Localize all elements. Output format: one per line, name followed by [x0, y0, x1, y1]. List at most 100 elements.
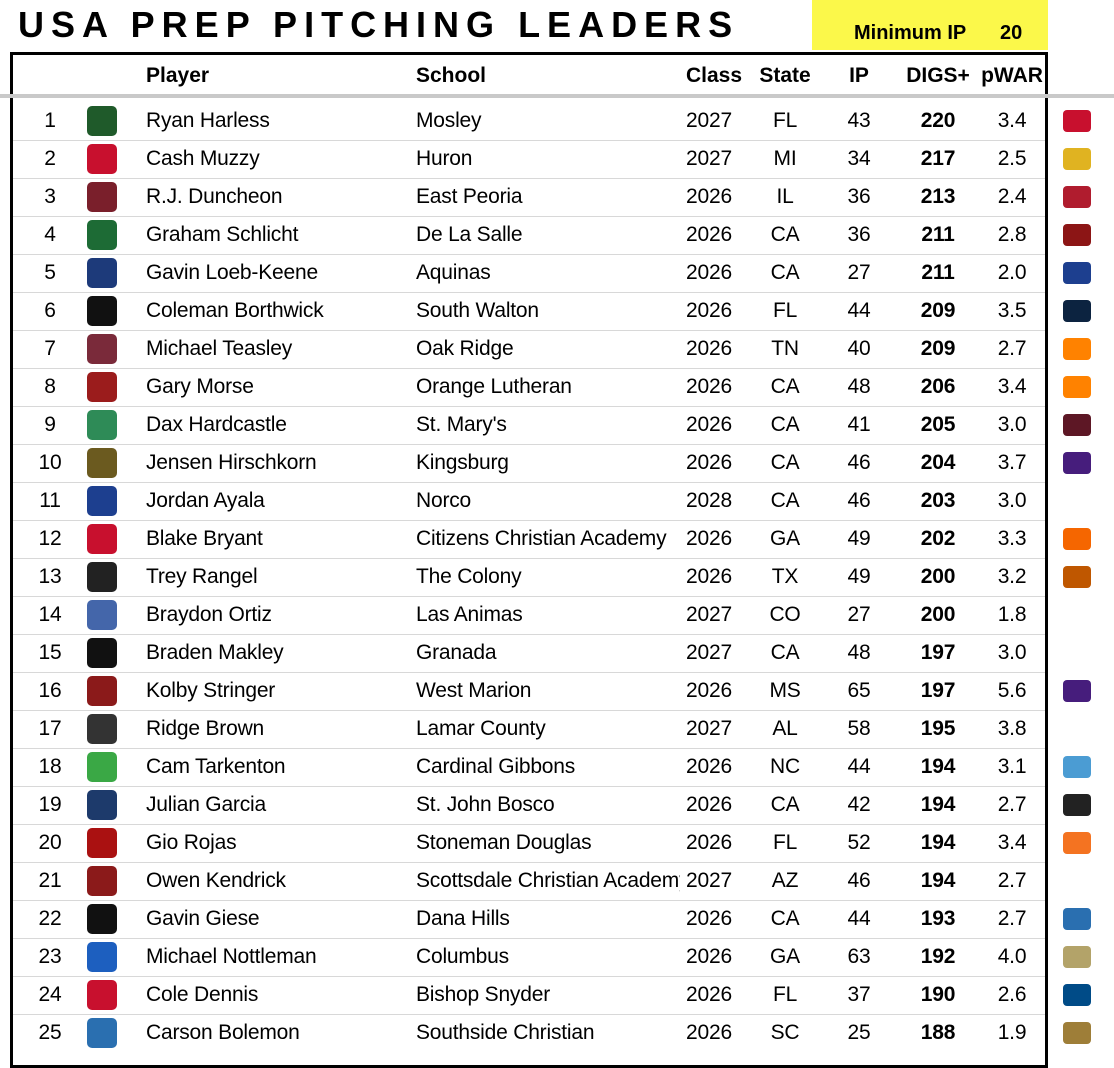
school-cell: Kingsburg — [416, 451, 509, 474]
school-cell: Granada — [416, 641, 497, 664]
pwar-cell: 3.7 — [997, 451, 1027, 474]
class-cell: 2026 — [686, 337, 732, 360]
college-logo — [1063, 984, 1091, 1006]
school-logo — [87, 790, 117, 820]
school-logo — [87, 106, 117, 136]
college-logo — [1063, 186, 1091, 208]
digs-plus-cell: 206 — [920, 375, 956, 398]
title: USA PREP PITCHING LEADERS — [18, 4, 740, 45]
row-divider — [13, 1014, 1045, 1015]
school-cell: Cardinal Gibbons — [416, 755, 576, 778]
row-divider — [13, 824, 1045, 825]
rank-cell: 5 — [44, 261, 56, 284]
school-cell: Lamar County — [416, 717, 546, 740]
school-logo — [87, 1018, 117, 1048]
rank-cell: 21 — [38, 869, 62, 892]
state-cell: CA — [770, 451, 800, 474]
rank-cell: 9 — [44, 413, 56, 436]
rank-cell: 23 — [38, 945, 62, 968]
state-cell: CA — [770, 641, 800, 664]
pwar-cell: 3.1 — [997, 755, 1027, 778]
college-logo — [1063, 794, 1091, 816]
class-cell: 2026 — [686, 527, 732, 550]
pwar-cell: 2.7 — [997, 907, 1027, 930]
class-cell: 2027 — [686, 109, 732, 132]
state-cell: FL — [772, 299, 798, 322]
rank-cell: 4 — [44, 223, 56, 246]
row-divider — [13, 938, 1045, 939]
digs-plus-cell: 213 — [920, 185, 956, 208]
ip-cell: 36 — [847, 223, 871, 246]
college-logo — [1063, 908, 1091, 930]
rank-cell: 8 — [44, 375, 56, 398]
school-logo — [87, 752, 117, 782]
school-logo — [87, 676, 117, 706]
class-cell: 2026 — [686, 983, 732, 1006]
state-cell: TN — [771, 337, 799, 360]
school-logo — [87, 448, 117, 478]
ip-cell: 44 — [847, 907, 871, 930]
school-logo — [87, 828, 117, 858]
pwar-cell: 3.4 — [997, 375, 1027, 398]
ip-cell: 40 — [847, 337, 871, 360]
school-logo — [87, 942, 117, 972]
pwar-cell: 5.6 — [997, 679, 1027, 702]
college-logo — [1063, 110, 1091, 132]
row-divider — [13, 520, 1045, 521]
class-cell: 2026 — [686, 375, 732, 398]
digs-plus-cell: 190 — [920, 983, 956, 1006]
college-logo — [1063, 566, 1091, 588]
class-cell: 2027 — [686, 641, 732, 664]
player-cell: Jensen Hirschkorn — [146, 451, 317, 474]
ip-cell: 41 — [847, 413, 871, 436]
digs-plus-cell: 200 — [920, 603, 956, 626]
pwar-cell: 2.0 — [997, 261, 1027, 284]
ip-cell: 36 — [847, 185, 871, 208]
school-cell: Las Animas — [416, 603, 523, 626]
pwar-cell: 3.8 — [997, 717, 1027, 740]
state-cell: GA — [770, 945, 800, 968]
class-cell: 2027 — [686, 147, 732, 170]
school-logo — [87, 296, 117, 326]
school-logo — [87, 486, 117, 516]
rank-cell: 10 — [38, 451, 62, 474]
player-cell: R.J. Duncheon — [146, 185, 283, 208]
rank-cell: 6 — [44, 299, 56, 322]
state-cell: SC — [770, 1021, 800, 1044]
ip-cell: 27 — [847, 261, 871, 284]
digs-plus-cell: 197 — [920, 641, 956, 664]
player-cell: Cole Dennis — [146, 983, 259, 1006]
rank-cell: 20 — [38, 831, 62, 854]
school-cell: Columbus — [416, 945, 509, 968]
row-divider — [13, 406, 1045, 407]
class-cell: 2026 — [686, 261, 732, 284]
school-cell: Aquinas — [416, 261, 491, 284]
school-cell: South Walton — [416, 299, 539, 322]
player-cell: Graham Schlicht — [146, 223, 299, 246]
school-cell: Orange Lutheran — [416, 375, 572, 398]
rank-cell: 25 — [38, 1021, 62, 1044]
ip-cell: 52 — [847, 831, 871, 854]
school-cell: De La Salle — [416, 223, 523, 246]
row-divider — [13, 976, 1045, 977]
minimum-ip-box: Minimum IP 20 — [812, 0, 1048, 50]
school-logo — [87, 144, 117, 174]
pwar-cell: 2.7 — [997, 337, 1027, 360]
player-cell: Braden Makley — [146, 641, 284, 664]
pwar-cell: 2.7 — [997, 869, 1027, 892]
pwar-cell: 2.4 — [997, 185, 1027, 208]
ip-cell: 25 — [847, 1021, 871, 1044]
college-logo — [1063, 946, 1091, 968]
pwar-cell: 3.5 — [997, 299, 1027, 322]
digs-plus-cell: 188 — [920, 1021, 956, 1044]
row-divider — [13, 558, 1045, 559]
digs-plus-cell: 194 — [920, 793, 956, 816]
school-cell: Dana Hills — [416, 907, 510, 930]
ip-cell: 44 — [847, 299, 871, 322]
rank-cell: 3 — [44, 185, 56, 208]
player-cell: Gary Morse — [146, 375, 254, 398]
row-divider — [13, 178, 1045, 179]
digs-plus-cell: 194 — [920, 755, 956, 778]
pwar-cell: 3.0 — [997, 413, 1027, 436]
